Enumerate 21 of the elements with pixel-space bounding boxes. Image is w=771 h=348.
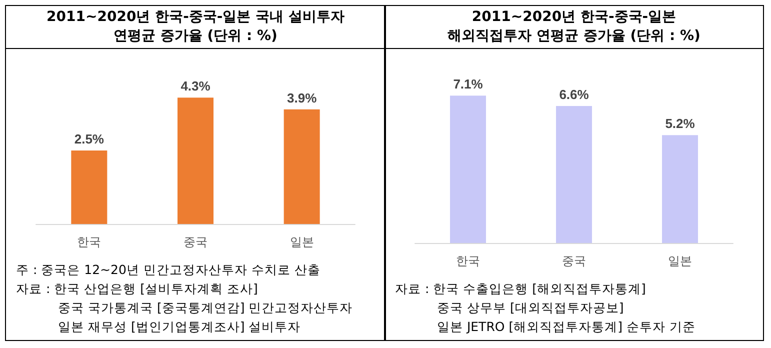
- text: 자료 : 한국 수출입은행 [해외직접투자통계]: [395, 280, 647, 298]
- data-label: 3.9%: [287, 90, 318, 106]
- text: 일본 재무성 [법인기업통계조사] 설비투자: [57, 318, 302, 336]
- data-label: 6.6%: [559, 87, 590, 102]
- x-tick-label: 일본: [290, 235, 314, 249]
- text: 중국 상무부 [대외직접투자공보]: [436, 299, 625, 317]
- text: 중국 국가통계국 [중국통계연감] 민간고정자산투자: [57, 299, 354, 317]
- data-label: 7.1%: [453, 76, 484, 92]
- data-label: 4.3%: [180, 78, 211, 94]
- chart-title: 2011~2020년 한국-중국-일본 국내 설비투자 연평균 증가율 (단위 : %): [6, 6, 385, 49]
- data-label: 2.5%: [74, 132, 104, 146]
- x-tick-label: 한국: [456, 254, 480, 268]
- data-label: 5.2%: [665, 116, 696, 132]
- x-tick-label: 중국: [562, 254, 586, 268]
- text: 주 : 중국은 12~20년 민간고정자산투자 수치로 산출: [16, 261, 322, 279]
- x-tick-label: 한국: [77, 235, 102, 249]
- chart-title: 2011~2020년 한국-중국-일본 해외직접투자 연평균 증가율 (단위 : %): [385, 6, 763, 49]
- text: 자료 : 한국 산업은행 [설비투자계획 조사]: [16, 280, 259, 298]
- x-tick-label: 일본: [668, 254, 692, 268]
- text: 일본 JETRO [해외직접투자통계] 순투자 기준: [436, 318, 696, 336]
- x-tick-label: 중국: [184, 235, 208, 249]
